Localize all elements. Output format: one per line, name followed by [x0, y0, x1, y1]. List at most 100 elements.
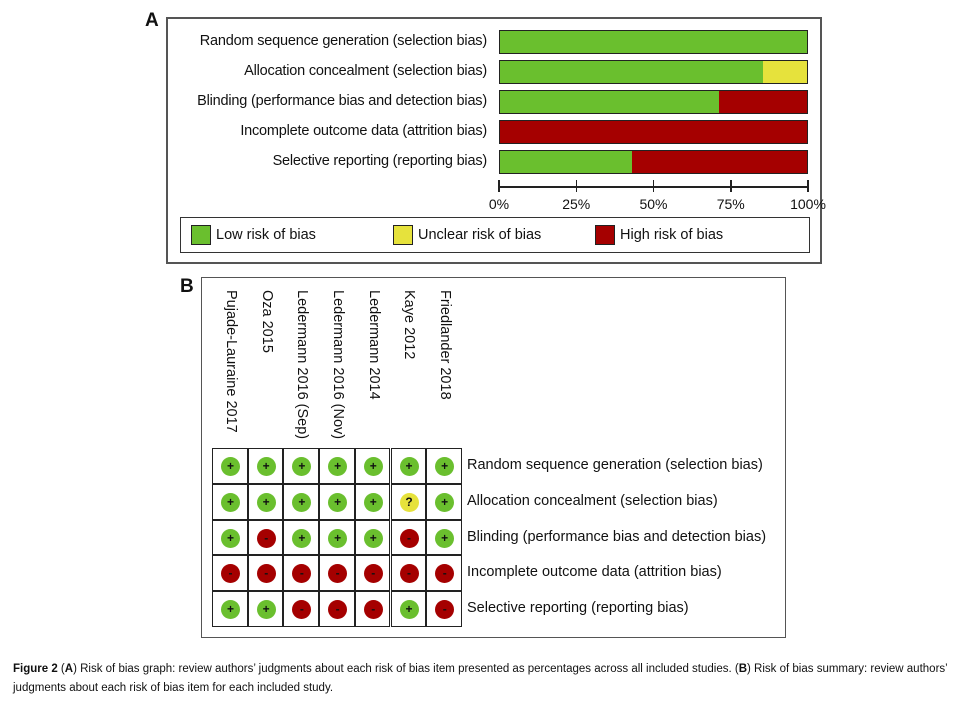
summary-cell: +: [426, 483, 462, 520]
high-risk-minus-icon: -: [399, 528, 419, 548]
legend-label-high: High risk of bias: [620, 227, 724, 243]
low-risk-plus-icon: +: [292, 528, 312, 548]
caption-text-a: ) Risk of bias graph: review authors’ ju…: [73, 663, 739, 675]
low-risk-plus-icon: +: [256, 457, 276, 476]
item-row-label: Blinding (performance bias and detection…: [467, 528, 767, 545]
summary-cell: -: [247, 519, 284, 556]
bar-segment-high: [631, 151, 807, 173]
summary-cell: -: [390, 555, 427, 592]
high-risk-minus-icon: -: [256, 564, 276, 584]
x-tick: [807, 180, 809, 192]
summary-cell: +: [319, 519, 355, 556]
summary-cell: -: [390, 519, 427, 556]
bar-segment-unclear: [763, 61, 807, 83]
high-risk-minus-icon: -: [435, 600, 455, 620]
summary-cell: +: [212, 483, 248, 520]
summary-cell: +: [283, 519, 320, 556]
bar-category-label: Blinding (performance bias and detection…: [197, 93, 487, 109]
summary-cell: +: [354, 448, 391, 484]
summary-cell: +: [426, 519, 462, 556]
legend-label-unclear: Unclear risk of bias: [418, 227, 542, 243]
legend-swatch-high: [595, 225, 615, 245]
legend-swatch-unclear: [393, 225, 413, 245]
caption-figure-number: Figure 2: [13, 663, 58, 675]
caption-text-b: ) Risk of bias summary: review authors’ …: [13, 663, 948, 694]
low-risk-plus-icon: +: [435, 528, 455, 548]
study-column-header: Pujade-Lauraine 2017: [222, 290, 239, 433]
summary-cell: -: [354, 591, 391, 627]
summary-cell: +: [247, 591, 284, 627]
bar-segment-low: [500, 61, 764, 83]
high-risk-minus-icon: -: [221, 564, 240, 584]
bar-segment-high: [719, 91, 807, 113]
bar-category-label: Selective reporting (reporting bias): [272, 153, 488, 169]
x-tick-label: 25%: [562, 196, 591, 212]
summary-cell: +: [212, 448, 248, 484]
legend-swatch-low: [191, 225, 211, 245]
summary-cell: -: [283, 555, 320, 592]
high-risk-minus-icon: -: [363, 600, 383, 620]
bar-category-label: Allocation concealment (selection bias): [244, 63, 487, 79]
bar-category-label: Random sequence generation (selection bi…: [199, 33, 487, 49]
caption-a: A: [64, 663, 74, 675]
summary-cell: -: [426, 555, 462, 592]
study-column-header: Ledermann 2014: [365, 290, 382, 400]
high-risk-minus-icon: -: [292, 600, 312, 620]
stacked-bar: [499, 60, 808, 84]
x-tick: [498, 180, 500, 192]
summary-cell: -: [212, 555, 248, 592]
x-tick-label: 100%: [790, 196, 826, 212]
study-column-header: Friedlander 2018: [437, 290, 454, 400]
item-row-label: Allocation concealment (selection bias): [467, 492, 718, 509]
x-tick-label: 0%: [488, 196, 510, 212]
summary-cell: +: [354, 519, 391, 556]
high-risk-minus-icon: -: [328, 564, 348, 584]
low-risk-plus-icon: +: [221, 457, 240, 476]
stacked-bar: [499, 90, 808, 114]
low-risk-plus-icon: +: [435, 457, 455, 476]
low-risk-plus-icon: +: [399, 457, 419, 476]
legend-label-low: Low risk of bias: [216, 227, 316, 243]
x-tick: [730, 180, 732, 192]
summary-cell: +: [212, 519, 248, 556]
summary-cell: +: [283, 448, 320, 484]
summary-cell: +: [426, 448, 462, 484]
high-risk-minus-icon: -: [292, 564, 312, 584]
summary-cell: -: [319, 591, 355, 627]
low-risk-plus-icon: +: [328, 492, 348, 512]
stacked-bar: [499, 30, 808, 54]
high-risk-minus-icon: -: [256, 528, 276, 548]
legend: Low risk of bias Unclear risk of bias Hi…: [180, 217, 810, 253]
low-risk-plus-icon: +: [221, 600, 240, 620]
summary-cell: +: [319, 448, 355, 484]
study-column-header: Kaye 2012: [401, 290, 418, 360]
low-risk-plus-icon: +: [328, 457, 348, 476]
low-risk-plus-icon: +: [363, 528, 383, 548]
summary-cell: +: [354, 483, 391, 520]
x-tick-label: 75%: [716, 196, 745, 212]
bar-segment-low: [500, 31, 807, 53]
summary-cell: +: [390, 591, 427, 627]
item-row-label: Selective reporting (reporting bias): [467, 600, 689, 617]
summary-cell: +: [283, 483, 320, 520]
low-risk-plus-icon: +: [363, 492, 383, 512]
low-risk-plus-icon: +: [435, 492, 455, 512]
item-row-label: Incomplete outcome data (attrition bias): [467, 564, 722, 581]
summary-cell: +: [319, 483, 355, 520]
x-tick-label: 50%: [639, 196, 668, 212]
bar-segment-low: [500, 151, 632, 173]
low-risk-plus-icon: +: [292, 457, 312, 476]
low-risk-plus-icon: +: [328, 528, 348, 548]
high-risk-minus-icon: -: [435, 564, 455, 584]
low-risk-plus-icon: +: [363, 457, 383, 476]
low-risk-plus-icon: +: [221, 528, 240, 548]
item-row-label: Random sequence generation (selection bi…: [467, 457, 763, 473]
low-risk-plus-icon: +: [399, 600, 419, 620]
summary-cell: -: [247, 555, 284, 592]
summary-cell: +: [212, 591, 248, 627]
stacked-bar: [499, 150, 808, 174]
unclear-risk-question-icon: ?: [399, 492, 419, 512]
summary-cell: +: [247, 483, 284, 520]
high-risk-minus-icon: -: [399, 564, 419, 584]
study-column-header: Oza 2015: [258, 290, 275, 353]
